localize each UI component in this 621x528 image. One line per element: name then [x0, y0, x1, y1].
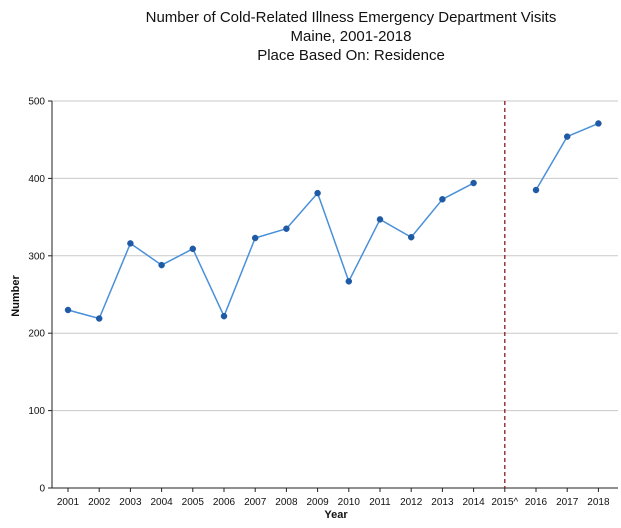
x-tick-label: 2003 [119, 497, 142, 508]
y-tick-label: 200 [28, 329, 45, 340]
data-point [189, 245, 197, 253]
series-lines [67, 122, 599, 320]
x-tick-label: 2014 [462, 497, 485, 508]
axes [48, 100, 618, 492]
data-point [220, 312, 228, 320]
data-point [470, 179, 477, 187]
y-tick-label: 0 [39, 484, 45, 495]
x-tick-label: 2008 [275, 497, 298, 508]
x-tick-label: 2017 [556, 497, 579, 508]
data-point [407, 233, 415, 241]
data-point [532, 186, 540, 194]
data-point [314, 189, 321, 197]
data-point [376, 216, 384, 223]
x-tick-label: 2006 [213, 497, 236, 508]
y-tick-label: 300 [28, 251, 45, 262]
x-tick-label: 2002 [88, 497, 111, 508]
data-point [251, 234, 259, 242]
data-point [95, 315, 103, 322]
y-axis-title: Number [10, 275, 22, 317]
x-tick-label: 2001 [57, 497, 80, 508]
x-tick-label: 2011 [369, 497, 391, 508]
series-line-segment [67, 182, 474, 320]
x-tick-label: 2007 [244, 497, 267, 508]
data-point [283, 225, 290, 232]
x-tick-label: 2012 [400, 497, 423, 508]
x-tick-label: 2005 [182, 497, 205, 508]
data-point [563, 133, 571, 140]
data-point [345, 278, 353, 285]
x-tick-label: 2016 [525, 497, 548, 508]
x-tick-label: 2009 [306, 497, 329, 508]
chart-title-line-1: Number of Cold-Related Illness Emergency… [146, 9, 557, 26]
data-point [127, 240, 134, 247]
grid-lines [52, 100, 618, 412]
chart-title-line-3: Place Based On: Residence [257, 47, 445, 64]
x-axis-title: Year [324, 509, 348, 521]
data-point [64, 306, 72, 314]
x-tick-label: 2018 [587, 497, 610, 508]
x-tick-label: 2013 [431, 497, 454, 508]
x-tick-label: 2004 [150, 497, 173, 508]
data-point [595, 120, 602, 127]
y-tick-label: 500 [28, 97, 45, 108]
y-tick-labels: 0 100 200 300 400 500 [28, 97, 45, 495]
y-tick-label: 100 [28, 406, 45, 417]
x-tick-label: 2015^ [491, 497, 518, 508]
y-tick-label: 400 [28, 174, 45, 185]
data-point [439, 196, 446, 203]
data-point [158, 261, 165, 269]
x-tick-label: 2010 [338, 497, 361, 508]
x-tick-labels: 2001 2002 2003 2004 2005 2006 2007 2008 2009 2010… [57, 497, 610, 508]
chart-title-line-2: Maine, 2001-2018 [291, 28, 412, 45]
series-points [64, 120, 602, 322]
